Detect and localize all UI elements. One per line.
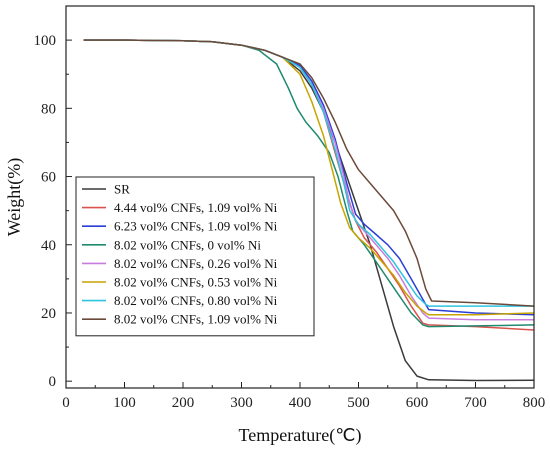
y-tick-label: 60: [41, 170, 56, 186]
legend-label-8: 8.02 vol% CNFs, 1.09 vol% Ni: [114, 312, 278, 327]
legend-label-4: 8.02 vol% CNFs, 0 vol% Ni: [114, 237, 261, 252]
y-tick-label: 80: [41, 101, 56, 117]
x-tick-label: 300: [230, 395, 253, 411]
legend-label-1: SR: [114, 182, 130, 197]
x-tick-label: 100: [113, 395, 136, 411]
legend-box: [75, 176, 315, 337]
y-tick-label: 100: [34, 33, 57, 49]
x-tick-label: 0: [62, 395, 70, 411]
x-tick-label: 800: [523, 395, 546, 411]
legend-label-3: 6.23 vol% CNFs, 1.09 vol% Ni: [114, 219, 278, 234]
legend-label-5: 8.02 vol% CNFs, 0.26 vol% Ni: [114, 256, 278, 271]
x-tick-label: 500: [347, 395, 370, 411]
x-axis: 0 100 200 300 400 500 600 700 800: [62, 382, 545, 411]
y-tick-label: 20: [41, 306, 56, 322]
x-tick-label: 700: [464, 395, 487, 411]
y-axis: 0 20 40 60 80 100: [34, 5, 72, 390]
series-layer: [83, 39, 534, 382]
y-axis-title: Weight(%): [4, 158, 25, 237]
x-tick-label: 600: [406, 395, 429, 411]
legend-label-6: 8.02 vol% CNFs, 0.53 vol% Ni: [114, 275, 278, 290]
x-tick-label: 400: [289, 395, 312, 411]
series-line-8: [83, 39, 534, 307]
y-tick-label: 40: [41, 238, 56, 254]
legend-label-7: 8.02 vol% CNFs, 0.80 vol% Ni: [114, 293, 278, 308]
x-axis-title: Temperature(℃): [239, 425, 362, 446]
legend: SR 4.44 vol% CNFs, 1.09 vol% Ni 6.23 vol% …: [75, 176, 315, 337]
y-tick-label: 0: [49, 374, 57, 390]
legend-label-2: 4.44 vol% CNFs, 1.09 vol% Ni: [114, 200, 278, 215]
x-tick-label: 200: [172, 395, 195, 411]
